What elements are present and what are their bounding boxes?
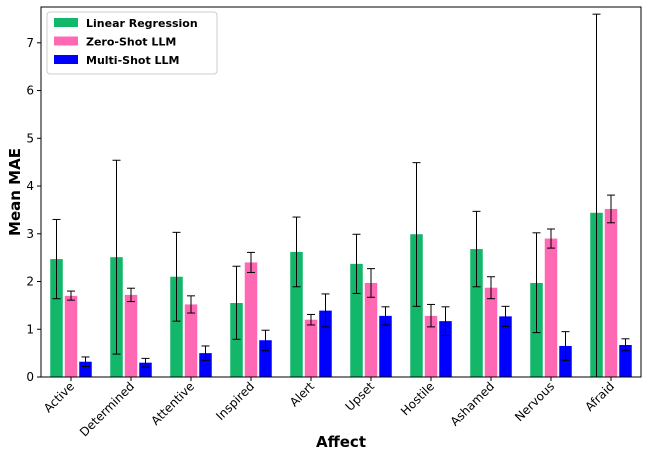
x-tick-label: Inspired <box>213 379 257 423</box>
y-tick-label: 4 <box>26 179 34 193</box>
bar <box>124 294 138 377</box>
bar <box>259 340 272 377</box>
x-tick-label: Determined <box>77 379 137 439</box>
bar <box>170 276 183 377</box>
bar <box>290 251 303 377</box>
bar <box>379 315 392 377</box>
legend-label: Linear Regression <box>86 17 198 30</box>
bar <box>604 208 618 377</box>
legend-label: Zero-Shot LLM <box>86 36 176 49</box>
plot-frame <box>40 6 642 378</box>
bar <box>350 263 363 377</box>
y-tick-label: 5 <box>26 131 34 145</box>
x-tick-label: Alert <box>287 379 317 409</box>
x-tick-label: Afraid <box>582 379 617 414</box>
bar <box>544 238 558 377</box>
legend: Linear Regression Zero-Shot LLM Multi-Shot… <box>46 11 218 75</box>
y-tick-label: 2 <box>26 275 34 289</box>
legend-swatch <box>54 55 78 64</box>
legend-swatch <box>54 18 78 27</box>
bar <box>484 287 498 377</box>
bar <box>50 259 63 377</box>
bar <box>184 304 198 377</box>
bar <box>559 345 572 377</box>
y-tick-label: 3 <box>26 227 34 241</box>
x-tick-label: Active <box>41 379 77 415</box>
x-tick-label: Hostile <box>398 379 437 418</box>
y-axis-title: Mean MAE <box>6 148 24 236</box>
x-tick-label: Upset <box>343 379 378 414</box>
bar <box>304 319 318 377</box>
y-tick-label: 6 <box>26 84 34 98</box>
bar <box>199 353 212 377</box>
bar <box>79 361 92 377</box>
bar <box>244 262 258 377</box>
bar <box>139 362 152 377</box>
x-tick-label: Attentive <box>148 379 197 428</box>
bar <box>424 315 438 377</box>
legend-label: Multi-Shot LLM <box>86 54 180 67</box>
legend-swatch <box>54 36 78 46</box>
bar <box>64 295 78 377</box>
bar <box>230 303 243 377</box>
bar <box>619 345 632 377</box>
y-tick-label: 7 <box>26 36 34 50</box>
bar <box>499 316 512 377</box>
bar <box>364 282 378 377</box>
y-tick-label: 0 <box>26 370 34 384</box>
x-tick-label: Ashamed <box>448 379 498 429</box>
bar <box>470 249 483 377</box>
x-axis-title: Affect <box>316 433 366 451</box>
x-tick-label: Nervous <box>512 379 557 424</box>
plot-area <box>50 13 632 377</box>
y-tick-label: 1 <box>26 322 34 336</box>
legend-box <box>46 11 218 75</box>
